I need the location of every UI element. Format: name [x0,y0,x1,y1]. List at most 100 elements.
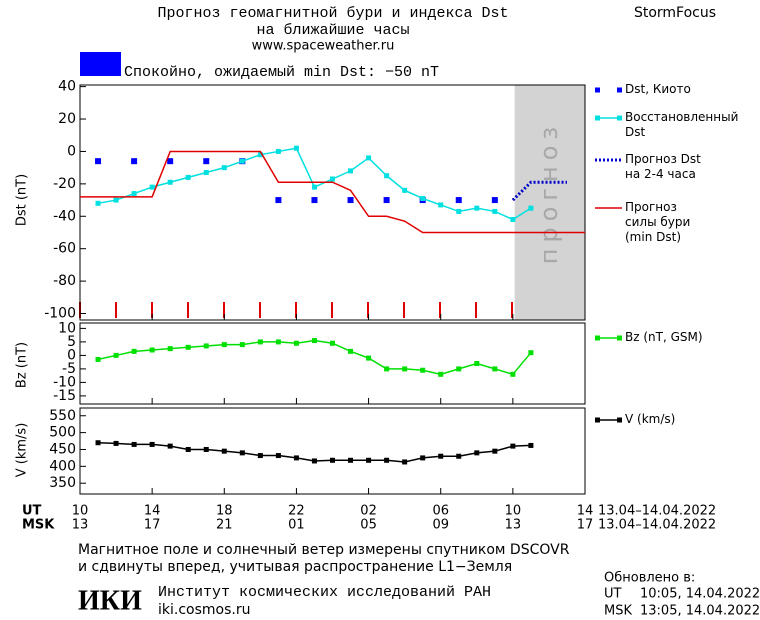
legend-marker [617,335,622,341]
x-tick-label: 18 [216,504,233,519]
point [275,453,281,459]
point [384,173,390,179]
point [149,441,155,447]
legend-label: Прогноз силы бури (min Dst) [625,200,691,244]
point [149,184,155,190]
point [203,343,209,349]
point [456,208,462,214]
y-tick-label: -40 [53,208,76,224]
point [203,158,210,165]
point [330,340,335,346]
updated-msk: 13:05, 14.04.2022 [640,604,760,619]
plot-frame [79,84,586,321]
point [402,187,408,193]
point [456,453,462,459]
point [348,457,354,463]
forecast-region [514,85,585,320]
y-axis-label: Dst (nT) [15,174,30,226]
series-line [97,147,532,221]
point [95,440,101,446]
x-tick-label: 02 [360,504,377,519]
legend-label: Dst, Киото [625,82,691,96]
x-tick-label: 17 [144,518,161,533]
point [366,155,372,161]
point [348,348,354,354]
url: www.spaceweather.ru [252,39,395,54]
site: iki.cosmos.ru [158,602,250,618]
point [185,344,191,350]
point [347,197,354,204]
ut-label: UT [22,504,42,519]
y-axis-label: Bz (nT) [15,342,30,388]
series-line [511,180,567,202]
point [311,458,317,464]
panel: прогноз Dst (nT) 40 20 0 -20 -40 -60 -80 -100 [15,79,622,322]
logo: ИКИ [78,585,142,616]
point [474,205,480,211]
title: Прогноз геомагнитной бури и индекса Dst [157,5,508,22]
x-tick-label: 10 [505,504,522,519]
point [366,457,372,463]
point [275,197,282,204]
point [257,339,263,345]
point [366,355,372,361]
point [239,158,245,164]
point [438,202,444,208]
title: на ближайшие часы [256,22,409,39]
point [402,366,408,372]
point [420,367,426,373]
legend-marker [617,115,622,121]
point [330,457,335,463]
y-tick-label: 0 [67,347,76,363]
x-tick-label: 06 [432,504,449,519]
y-tick-label: 10 [58,320,76,336]
point [221,165,227,171]
point [456,366,462,372]
x-tick-label: 21 [216,518,233,533]
point [275,148,281,154]
point [528,350,534,356]
point [167,346,173,352]
y-tick-label: 350 [49,475,76,491]
point [492,366,498,372]
y-tick-label: -10 [53,374,76,390]
point [528,442,534,448]
point [474,361,480,366]
legend-marker [595,335,600,341]
status: Спокойно, ожидаемый min Dst: −50 nT [124,64,439,81]
point [113,352,119,358]
y-tick-label: -5 [62,361,76,377]
note: Магнитное поле и солнечный ветер измерен… [78,542,570,558]
plot-frame [79,407,586,495]
point [420,195,426,201]
point [492,448,498,454]
point [149,347,155,353]
point [203,446,209,452]
updated-ut: 10:05, 14.04.2022 [640,587,760,602]
x-tick-label: 09 [432,518,449,533]
point [257,453,263,459]
point [510,443,516,449]
legend-label: Восстановленный Dst [625,110,739,139]
point [95,356,101,362]
institute: Институт космических исследований РАН [158,584,491,601]
point [167,443,173,449]
legend-marker [595,417,600,423]
legend-label: Bz (nT, GSM) [625,330,703,344]
point [95,158,102,165]
point [293,340,299,346]
y-tick-label: -20 [53,176,76,192]
point [185,446,191,452]
y-tick-label: -100 [44,306,76,322]
plot-frame [79,322,586,405]
point [474,450,480,456]
x-tick-label: 05 [360,518,377,533]
point [438,371,444,377]
point [95,200,101,206]
point [492,208,498,214]
x-tick-label: 13 [505,518,522,533]
msk-label: MSK [22,518,55,533]
